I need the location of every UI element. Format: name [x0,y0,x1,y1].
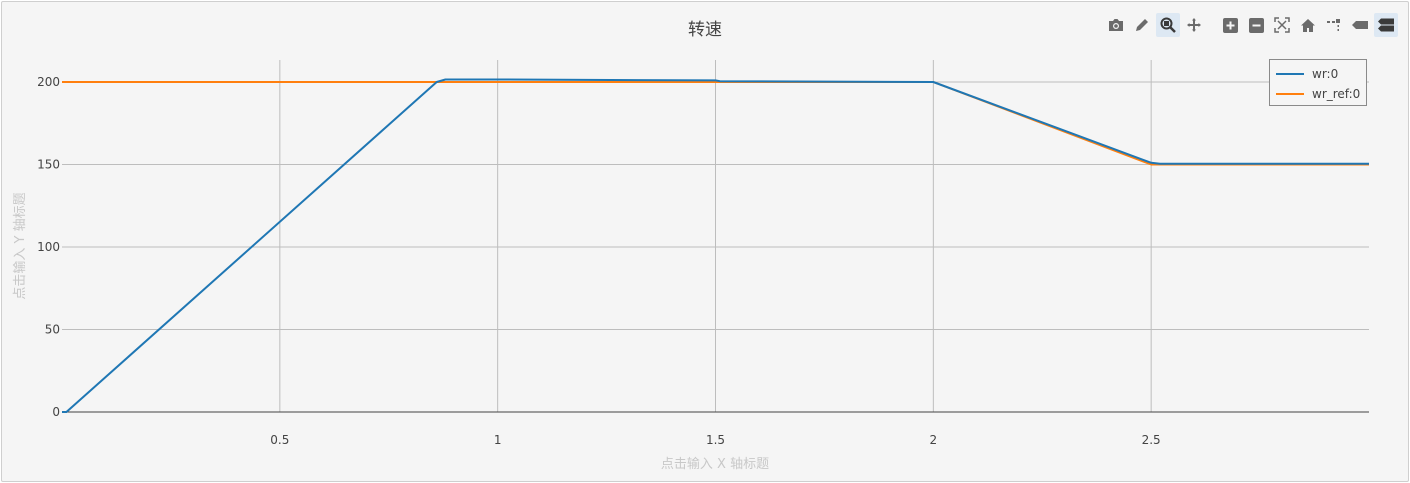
chart-title: 转速 [688,20,722,40]
series-line-wr-0[interactable] [62,78,1369,413]
y-tick-label: 50 [45,323,60,337]
autoscale-icon[interactable] [1270,13,1294,37]
modebar [1102,13,1398,37]
hover-compare-icon[interactable] [1374,13,1398,37]
zoom-in-icon[interactable] [1218,13,1242,37]
y-tick-label: 150 [37,158,60,172]
x-tick-label: 0.5 [270,433,289,447]
x-tick-label: 1.5 [706,433,725,447]
legend-swatch-wr-ref [1276,93,1304,95]
legend-swatch-wr [1276,73,1304,75]
pan-icon[interactable] [1182,13,1206,37]
legend-label-wr-ref: wr_ref:0 [1312,87,1361,101]
y-tick-label: 100 [37,240,60,254]
x-tick-label: 1 [494,433,502,447]
pencil-icon[interactable] [1130,13,1154,37]
hover-closest-icon[interactable] [1348,13,1372,37]
y-axis-title[interactable]: 点击输入 Y 轴标题 [12,192,28,299]
spike-lines-icon[interactable] [1322,13,1346,37]
legend-label-wr: wr:0 [1312,67,1339,81]
home-icon[interactable] [1296,13,1320,37]
zoom-out-icon[interactable] [1244,13,1268,37]
camera-icon[interactable] [1104,13,1128,37]
x-axis-title[interactable]: 点击输入 X 轴标题 [661,456,769,472]
x-tick-label: 2 [930,433,938,447]
legend: wr:0 wr_ref:0 [1269,59,1367,106]
legend-item-wr-ref[interactable]: wr_ref:0 [1276,86,1360,102]
legend-item-wr[interactable]: wr:0 [1276,66,1338,82]
axes: 0.5 1 1.5 2 2.5 0 50 100 150 200 [37,75,1369,447]
x-tick-label: 2.5 [1142,433,1161,447]
zoom-icon[interactable] [1156,13,1180,37]
series-lines[interactable] [62,78,1369,413]
y-tick-label: 200 [37,75,60,89]
grid [62,60,1369,412]
y-tick-label: 0 [52,405,60,419]
